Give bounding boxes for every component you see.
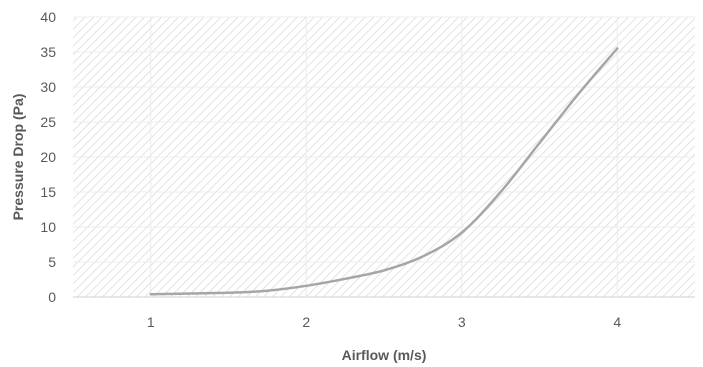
x-tick-label: 2 [302, 314, 310, 330]
y-tick-label: 35 [40, 44, 56, 60]
y-tick-label: 40 [40, 9, 56, 25]
series-line [149, 47, 619, 296]
y-axis-title: Pressure Drop (Pa) [10, 94, 26, 221]
x-axis-title: Airflow (m/s) [342, 347, 427, 363]
y-tick-label: 20 [40, 149, 56, 165]
x-tick-label: 4 [613, 314, 621, 330]
y-tick-label: 5 [48, 254, 56, 270]
y-tick-label: 0 [48, 289, 56, 305]
y-axis-ticks: 0 5 10 15 20 25 30 35 40 [40, 9, 56, 305]
y-tick-label: 30 [40, 79, 56, 95]
gridlines [73, 16, 695, 298]
x-tick-label: 3 [458, 314, 466, 330]
y-tick-label: 25 [40, 114, 56, 130]
x-tick-label: 1 [147, 314, 155, 330]
x-axis-ticks: 1 2 3 4 [147, 314, 622, 330]
y-tick-label: 10 [40, 219, 56, 235]
y-tick-label: 15 [40, 184, 56, 200]
